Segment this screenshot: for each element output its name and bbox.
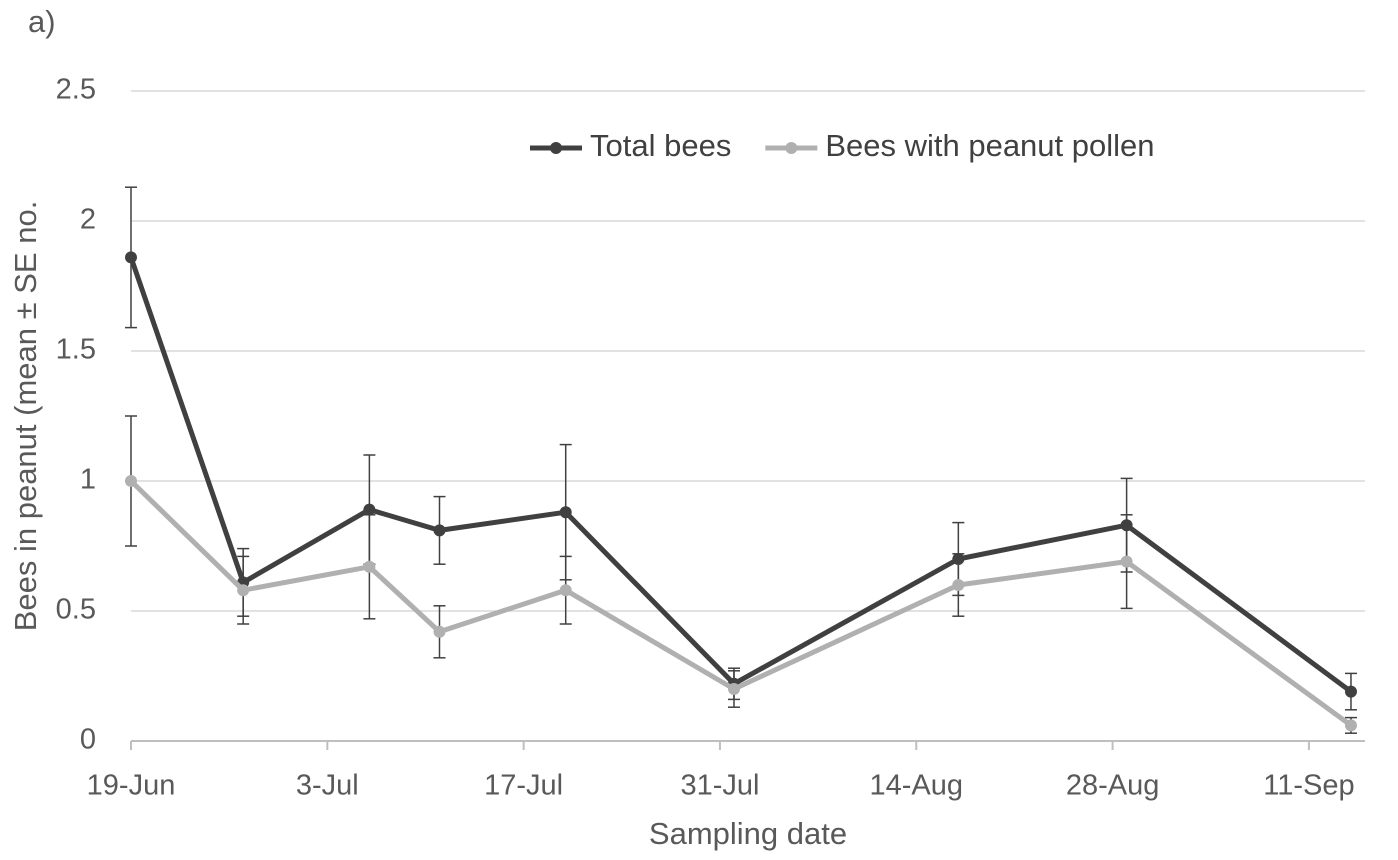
x-tick-label: 19-Jun: [87, 770, 176, 802]
point: [237, 584, 250, 597]
panel-label: a): [28, 4, 56, 39]
y-tick-label: 1.5: [56, 334, 96, 366]
y-axis-label: Bees in peanut (mean ± SE no.: [8, 201, 43, 632]
point: [363, 560, 376, 573]
legend-marker: [785, 142, 798, 154]
point: [559, 506, 572, 519]
legend-marker: [550, 142, 562, 154]
point: [952, 579, 965, 591]
x-tick-label: 31-Jul: [680, 770, 759, 802]
point: [125, 251, 137, 264]
point: [433, 625, 446, 638]
point: [727, 683, 740, 695]
x-tick-label: 17-Jul: [484, 770, 563, 802]
y-tick-label: 0.5: [56, 594, 96, 626]
y-tick-label: 1: [80, 464, 96, 496]
point: [433, 524, 446, 537]
x-tick-label: 28-Aug: [1066, 770, 1160, 802]
point: [1120, 555, 1133, 568]
series-line: [128, 256, 1353, 694]
y-tick-label: 2: [80, 204, 96, 236]
series-line: [129, 479, 1353, 728]
point: [1344, 685, 1357, 698]
point: [363, 503, 376, 516]
point: [125, 475, 137, 487]
x-tick-label: 14-Aug: [870, 770, 964, 802]
x-tick-label: 11-Sep: [1263, 770, 1354, 802]
legend-label: Bees with peanut pollen: [825, 128, 1154, 163]
x-tick-label: 3-Jul: [296, 770, 359, 802]
point: [1344, 719, 1357, 732]
y-tick-label: 0: [80, 724, 96, 756]
point: [559, 584, 572, 597]
legend-label: Total bees: [590, 128, 731, 163]
x-axis-label: Sampling date: [649, 816, 847, 851]
y-tick-label: 2.5: [56, 74, 96, 106]
